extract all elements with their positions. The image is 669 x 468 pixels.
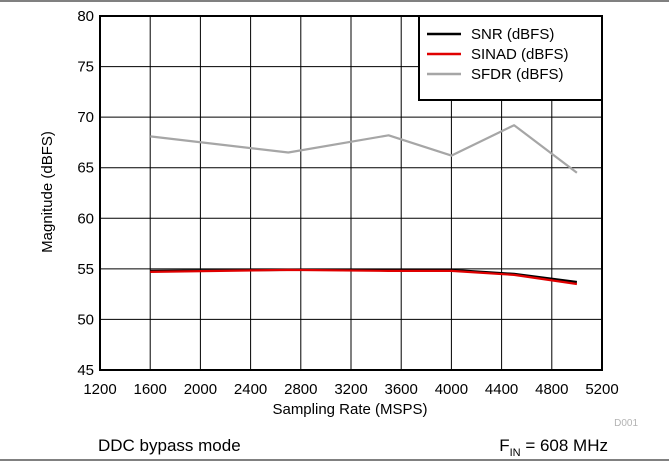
x-tick-label: 2400: [234, 381, 267, 398]
x-tick-label: 3600: [385, 381, 418, 398]
y-tick-label: 80: [77, 8, 94, 25]
x-tick-label: 4000: [435, 381, 468, 398]
footer-right-note: FIN = 608 MHz: [499, 436, 608, 459]
y-axis-label: Magnitude (dBFS): [39, 131, 56, 253]
y-tick-label: 45: [77, 362, 94, 379]
plot-frame: [99, 15, 603, 371]
fin-value: = 608 MHz: [521, 436, 608, 455]
series-line: [150, 268, 578, 286]
x-tick-label: 1600: [134, 381, 167, 398]
tick-labels: 1200 1600 2000 2400 2800 3200 3600 4000 4400 4800…: [77, 8, 618, 398]
legend-label: SINAD (dBFS): [471, 46, 569, 63]
x-tick-label: 1200: [83, 381, 116, 398]
fin-symbol: F: [499, 436, 509, 455]
series-layer: [150, 124, 578, 286]
watermark: D001: [614, 418, 638, 429]
legend-box: [418, 15, 603, 101]
y-tick-label: 75: [77, 59, 94, 76]
fin-subscript: IN: [510, 447, 521, 459]
y-tick-label: 50: [77, 311, 94, 328]
x-tick-label: 2800: [284, 381, 317, 398]
y-tick-label: 65: [77, 160, 94, 177]
x-tick-label: 4400: [485, 381, 518, 398]
x-tick-label: 2000: [184, 381, 217, 398]
footer-left-note: DDC bypass mode: [98, 436, 241, 455]
y-tick-label: 55: [77, 261, 94, 278]
legend-label: SNR (dBFS): [471, 26, 554, 43]
x-tick-label: 3200: [334, 381, 367, 398]
y-tick-label: 70: [77, 109, 94, 126]
x-tick-label: 5200: [585, 381, 618, 398]
x-tick-label: 4800: [535, 381, 568, 398]
series-line: [150, 124, 578, 174]
legend-label: SFDR (dBFS): [471, 66, 564, 83]
y-tick-label: 60: [77, 210, 94, 227]
x-axis-label: Sampling Rate (MSPS): [272, 401, 427, 418]
legend: SNR (dBFS) SINAD (dBFS) SFDR (dBFS): [418, 15, 603, 101]
